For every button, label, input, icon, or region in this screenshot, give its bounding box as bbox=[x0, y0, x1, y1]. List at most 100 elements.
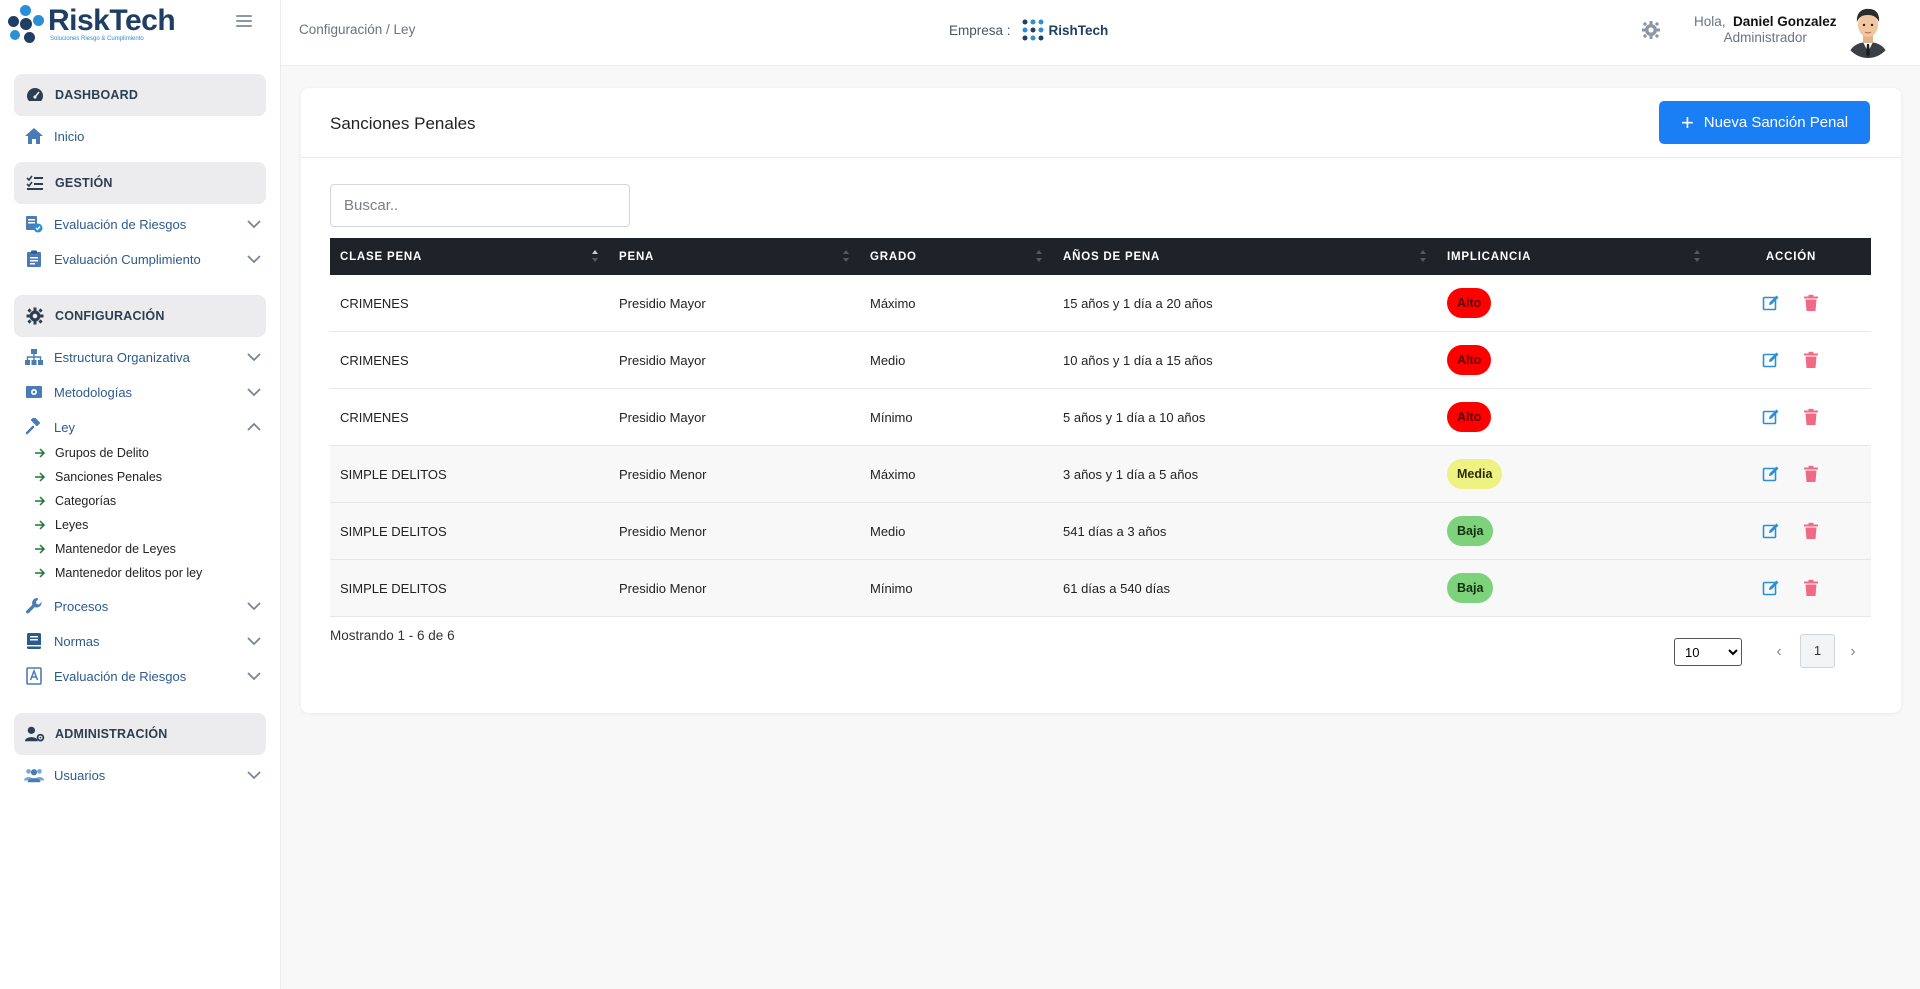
chevron-down-icon[interactable] bbox=[246, 216, 262, 232]
sidebar-subitem-label: Leyes bbox=[55, 518, 89, 532]
chevron-down-icon[interactable] bbox=[246, 767, 262, 783]
table-cell: Presidio Menor bbox=[619, 580, 707, 596]
sidebar-subitem-mantenedor-delitos[interactable]: Mantenedor delitos por ley bbox=[34, 563, 202, 583]
sort-icon bbox=[843, 250, 849, 262]
search-input[interactable] bbox=[330, 184, 630, 227]
sidebar-item-usuarios[interactable]: Usuarios bbox=[24, 762, 264, 788]
col-grado[interactable]: GRADO bbox=[860, 238, 1053, 275]
delete-icon[interactable] bbox=[1802, 522, 1820, 540]
status-badge: Alto bbox=[1447, 288, 1492, 318]
table-cell: Presidio Mayor bbox=[619, 409, 706, 425]
sidebar-item-evaluacion-cumplimiento[interactable]: Evaluación Cumplimiento bbox=[24, 246, 264, 272]
sidebar-item-procesos[interactable]: Procesos bbox=[24, 593, 264, 619]
status-badge: Baja bbox=[1447, 573, 1494, 603]
sidebar-item-evaluacion-riesgos[interactable]: Evaluación de Riesgos bbox=[24, 211, 264, 237]
table-cell: Máximo bbox=[870, 295, 916, 311]
sidebar-item-ley[interactable]: Ley bbox=[24, 414, 264, 440]
next-page-icon[interactable]: › bbox=[1850, 643, 1856, 660]
edit-icon[interactable] bbox=[1762, 465, 1780, 483]
chevron-down-icon[interactable] bbox=[246, 598, 262, 614]
arrow-right-icon bbox=[35, 496, 46, 506]
sidebar-subitem-sanciones-penales[interactable]: Sanciones Penales bbox=[34, 467, 162, 487]
table-cell: Presidio Menor bbox=[619, 466, 707, 482]
col-pena[interactable]: PENA bbox=[609, 238, 860, 275]
row-actions bbox=[1711, 465, 1871, 483]
edit-icon[interactable] bbox=[1762, 294, 1780, 312]
sidebar-subitem-categorias[interactable]: Categorías bbox=[34, 491, 116, 511]
table-cell-implicancia: Media bbox=[1437, 459, 1711, 489]
chevron-down-icon[interactable] bbox=[246, 349, 262, 365]
chevron-down-icon[interactable] bbox=[246, 668, 262, 684]
sidebar-item-normas[interactable]: Normas bbox=[24, 628, 264, 654]
plus-icon: + bbox=[1680, 109, 1694, 135]
status-badge: Baja bbox=[1447, 516, 1494, 546]
delete-icon[interactable] bbox=[1802, 579, 1820, 597]
table-cell: CRIMENES bbox=[340, 295, 409, 311]
sidebar-subitem-leyes[interactable]: Leyes bbox=[34, 515, 88, 535]
sidebar-item-label: Estructura Organizativa bbox=[54, 349, 190, 365]
section-dashboard-label: DASHBOARD bbox=[55, 88, 139, 102]
chevron-down-icon[interactable] bbox=[246, 251, 262, 267]
settings-box-icon bbox=[24, 382, 44, 402]
new-sancion-button[interactable]: + Nueva Sanción Penal bbox=[1659, 101, 1870, 144]
pagination-info: Mostrando 1 - 6 de 6 bbox=[330, 628, 455, 643]
avatar[interactable] bbox=[1843, 4, 1893, 58]
col-accion: ACCIÓN bbox=[1711, 238, 1871, 275]
sidebar-item-label: Evaluación de Riesgos bbox=[54, 216, 187, 232]
col-header-label: CLASE PENA bbox=[340, 250, 423, 263]
table-row: SIMPLE DELITOS Presidio Menor Máximo 3 años… bbox=[330, 446, 1871, 503]
section-administracion-label: ADMINISTRACIÓN bbox=[55, 727, 168, 741]
user-info[interactable]: Hola, Daniel Gonzalez Administrador bbox=[1694, 14, 1837, 46]
chevron-up-icon[interactable] bbox=[246, 419, 262, 435]
table-cell: Presidio Mayor bbox=[619, 295, 706, 311]
brand-tagline: Soluciones Riesgo & Cumplimiento bbox=[50, 35, 144, 42]
sidebar-item-metodologias[interactable]: Metodologías bbox=[24, 379, 264, 405]
greeting: Hola, bbox=[1694, 14, 1726, 29]
edit-icon[interactable] bbox=[1762, 579, 1780, 597]
chevron-down-icon[interactable] bbox=[246, 384, 262, 400]
arrow-right-icon bbox=[35, 448, 46, 458]
sidebar-item-estructura-organizativa[interactable]: Estructura Organizativa bbox=[24, 344, 264, 370]
brand-logo[interactable]: RiskTech Soluciones Riesgo & Cumplimient… bbox=[8, 4, 176, 44]
chevron-down-icon[interactable] bbox=[246, 633, 262, 649]
delete-icon[interactable] bbox=[1802, 465, 1820, 483]
section-gestion-label: GESTIÓN bbox=[55, 176, 113, 190]
edit-icon[interactable] bbox=[1762, 408, 1780, 426]
col-implicancia[interactable]: IMPLICANCIA bbox=[1437, 238, 1711, 275]
sidebar-item-inicio[interactable]: Inicio bbox=[24, 123, 264, 149]
settings-gear-icon[interactable] bbox=[1641, 20, 1661, 40]
prev-page-icon[interactable]: ‹ bbox=[1776, 643, 1782, 660]
row-actions bbox=[1711, 294, 1871, 312]
edit-icon[interactable] bbox=[1762, 522, 1780, 540]
col-clase-pena[interactable]: CLASE PENA bbox=[330, 238, 609, 275]
arrow-right-icon bbox=[35, 520, 46, 530]
sidebar-subitem-mantenedor-leyes[interactable]: Mantenedor de Leyes bbox=[34, 539, 176, 559]
arrow-right-icon bbox=[35, 568, 46, 578]
status-badge: Alto bbox=[1447, 402, 1492, 432]
edit-icon[interactable] bbox=[1762, 351, 1780, 369]
sidebar: RiskTech Soluciones Riesgo & Cumplimient… bbox=[0, 0, 281, 989]
table-cell: Medio bbox=[870, 352, 906, 368]
delete-icon[interactable] bbox=[1802, 294, 1820, 312]
users-icon bbox=[24, 765, 44, 785]
sidebar-subitem-grupos-delito[interactable]: Grupos de Delito bbox=[34, 443, 149, 463]
sidebar-item-evaluacion-riesgos-2[interactable]: Evaluación de Riesgos bbox=[24, 663, 264, 689]
empresa-selector[interactable]: Empresa : RishTech bbox=[949, 18, 1108, 42]
row-actions bbox=[1711, 522, 1871, 540]
menu-toggle-icon[interactable] bbox=[236, 15, 252, 29]
col-anos-pena[interactable]: AÑOS DE PENA bbox=[1053, 238, 1437, 275]
speedometer-icon bbox=[25, 86, 45, 104]
brand-logo-mark bbox=[8, 5, 46, 43]
table-cell: 61 días a 540 días bbox=[1063, 580, 1170, 596]
page-1-button[interactable]: 1 bbox=[1800, 634, 1835, 668]
home-icon bbox=[24, 126, 44, 146]
delete-icon[interactable] bbox=[1802, 351, 1820, 369]
table-cell-implicancia: Baja bbox=[1437, 516, 1711, 546]
delete-icon[interactable] bbox=[1802, 408, 1820, 426]
page-size-select[interactable]: 10 bbox=[1674, 638, 1742, 666]
table-row: CRIMENES Presidio Mayor Medio 10 años y 1 d… bbox=[330, 332, 1871, 389]
sidebar-item-label: Evaluación de Riesgos bbox=[54, 668, 187, 684]
table-cell: CRIMENES bbox=[340, 409, 409, 425]
wrench-icon bbox=[24, 596, 44, 616]
row-actions bbox=[1711, 408, 1871, 426]
